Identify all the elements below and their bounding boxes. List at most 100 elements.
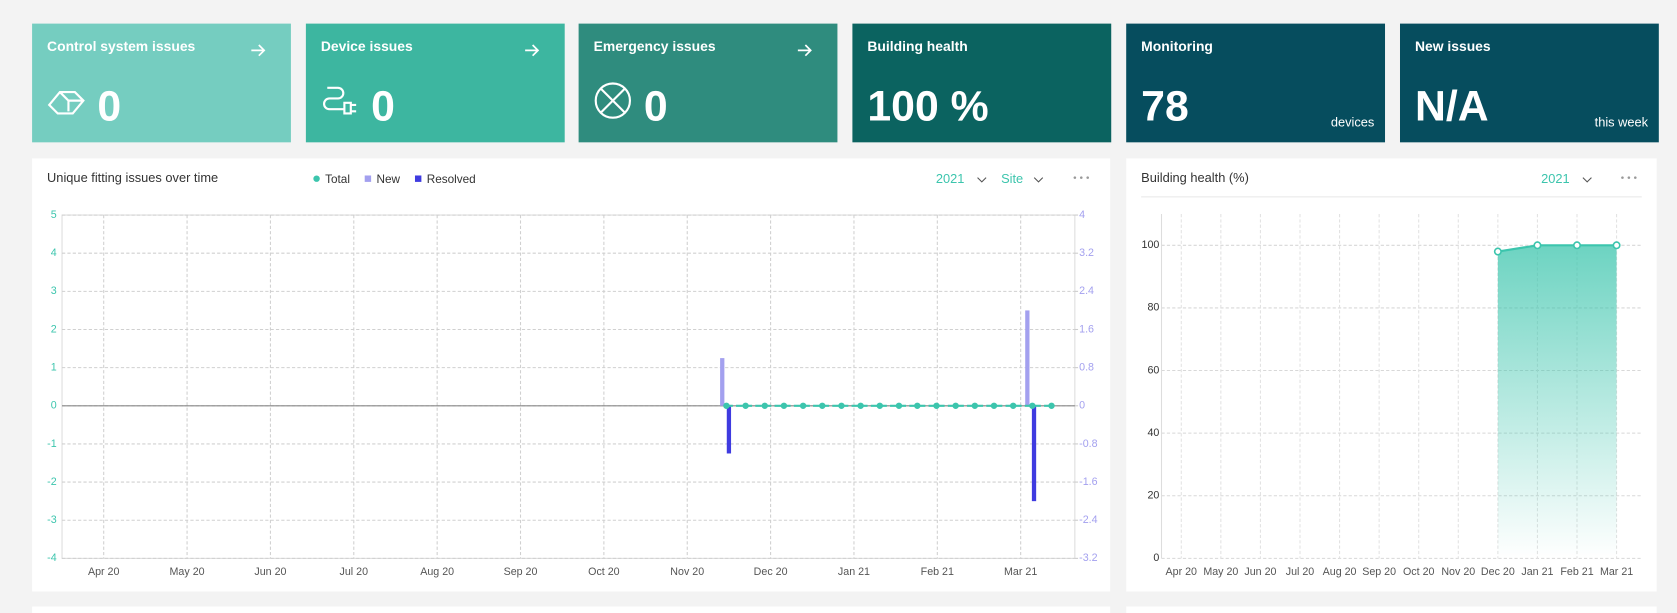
card-title: Control system issues [47, 38, 195, 54]
menu-dot[interactable] [1621, 176, 1624, 179]
x-tick-label: Jun 20 [254, 566, 286, 578]
x-tick-label: Oct 20 [1403, 566, 1435, 578]
menu-dot[interactable] [1079, 176, 1083, 179]
x-tick-label: Feb 21 [1560, 566, 1593, 578]
y-tick-label: -1 [47, 438, 57, 450]
card-unit: this week [1595, 114, 1649, 129]
point [914, 402, 921, 409]
point [1029, 402, 1036, 409]
point [780, 402, 788, 409]
dropdown[interactable]: 2021 [1541, 171, 1570, 186]
legend-marker[interactable] [364, 175, 372, 182]
card [852, 23, 1112, 143]
y-tick-label: 5 [51, 209, 57, 221]
card-value: 0 [97, 82, 121, 130]
card-value: 78 [1141, 82, 1189, 130]
point [895, 402, 903, 409]
card-icon [47, 90, 85, 115]
bar [1031, 405, 1037, 502]
y2-tick-label: 1.6 [1079, 323, 1094, 335]
y-tick-label: 0 [1153, 552, 1159, 564]
line [1497, 244, 1617, 253]
y-tick-label: -3 [47, 514, 57, 526]
plot-border [61, 214, 1076, 559]
point [761, 402, 768, 409]
y2-tick-label: 4 [1079, 209, 1085, 221]
legend-marker[interactable] [414, 175, 422, 182]
y-tick-label: 60 [1147, 364, 1159, 376]
cards: Control system issues 0 Device issues 0 Emer… [32, 23, 1659, 143]
dropdown[interactable]: Site [1001, 171, 1023, 186]
panel [32, 158, 1111, 592]
y2-tick-label: -3.2 [1079, 552, 1097, 564]
menu-dot[interactable] [1634, 176, 1637, 179]
x-tick-label: Jan 21 [838, 566, 870, 578]
card-title: Device issues [321, 38, 413, 54]
y2-tick-label: 3.2 [1079, 247, 1094, 259]
card-value: 0 [371, 82, 395, 130]
x-tick-label: Oct 20 [588, 566, 620, 578]
card-title: Monitoring [1141, 38, 1213, 54]
card-icon [594, 82, 632, 119]
point [1493, 247, 1502, 256]
chart-title: Unique fitting issues over time [47, 170, 218, 185]
legend-label[interactable]: Resolved [427, 173, 476, 186]
arrow-icon[interactable] [797, 44, 812, 57]
y-tick-label: 1 [51, 361, 57, 373]
x-tick-label: Jun 20 [1244, 566, 1276, 578]
x-tick-label: Aug 20 [420, 566, 454, 578]
y-tick-label: -4 [47, 552, 57, 564]
y-tick-label: 100 [1142, 239, 1160, 251]
health-chart: Building health (%) 2021 0 20 40 60 80 100 Apr 2… [1141, 170, 1642, 578]
legend-label[interactable]: Total [325, 173, 350, 186]
menu-dot[interactable] [1086, 176, 1089, 179]
card-value: 0 [644, 82, 668, 130]
x-tick-label: Feb 21 [921, 566, 954, 578]
x-tick-label: Apr 20 [88, 566, 120, 578]
x-tick-label: Jul 20 [1286, 566, 1315, 578]
x-tick-label: Dec 20 [754, 566, 788, 578]
y2-tick-label: -1.6 [1079, 476, 1097, 488]
y2-tick-label: 2.4 [1079, 285, 1094, 297]
chart-title: Building health (%) [1141, 170, 1249, 185]
panel [1126, 606, 1657, 613]
x-tick-label: Jan 21 [1521, 566, 1553, 578]
card [305, 23, 565, 143]
legend-marker[interactable] [313, 175, 320, 182]
point [1009, 402, 1017, 409]
y-tick-label: 3 [51, 285, 57, 297]
bar [1025, 310, 1030, 406]
point [1533, 241, 1542, 250]
menu-dot[interactable] [1073, 176, 1077, 179]
x-tick-label: Dec 20 [1481, 566, 1515, 578]
chevron[interactable] [977, 177, 987, 183]
card-title: Emergency issues [594, 38, 716, 54]
point [990, 402, 998, 409]
x-tick-label: Mar 21 [1004, 566, 1037, 578]
x-tick-label: Nov 20 [670, 566, 704, 578]
point [1572, 241, 1582, 250]
arrow-icon[interactable] [525, 44, 540, 57]
x-tick-label: May 20 [1203, 566, 1238, 578]
chevron[interactable] [1582, 177, 1592, 183]
card [32, 23, 291, 143]
x-tick-label: Mar 21 [1600, 566, 1633, 578]
card-value: N/A [1415, 82, 1489, 130]
x-tick-label: Jul 20 [340, 566, 369, 578]
chevron[interactable] [1033, 177, 1044, 183]
card-value: 100 % [867, 82, 988, 130]
point [742, 402, 749, 409]
point [952, 402, 959, 409]
point [838, 402, 845, 409]
x-tick-label: Nov 20 [1441, 566, 1475, 578]
card-title: New issues [1415, 38, 1491, 54]
bar [726, 405, 732, 454]
arrow-icon[interactable] [251, 44, 266, 57]
legend-label[interactable]: New [376, 173, 400, 186]
dropdown[interactable]: 2021 [936, 171, 965, 186]
point [857, 402, 864, 409]
menu-dot[interactable] [1627, 176, 1631, 179]
card [578, 23, 838, 143]
y-tick-label: 4 [51, 247, 57, 259]
